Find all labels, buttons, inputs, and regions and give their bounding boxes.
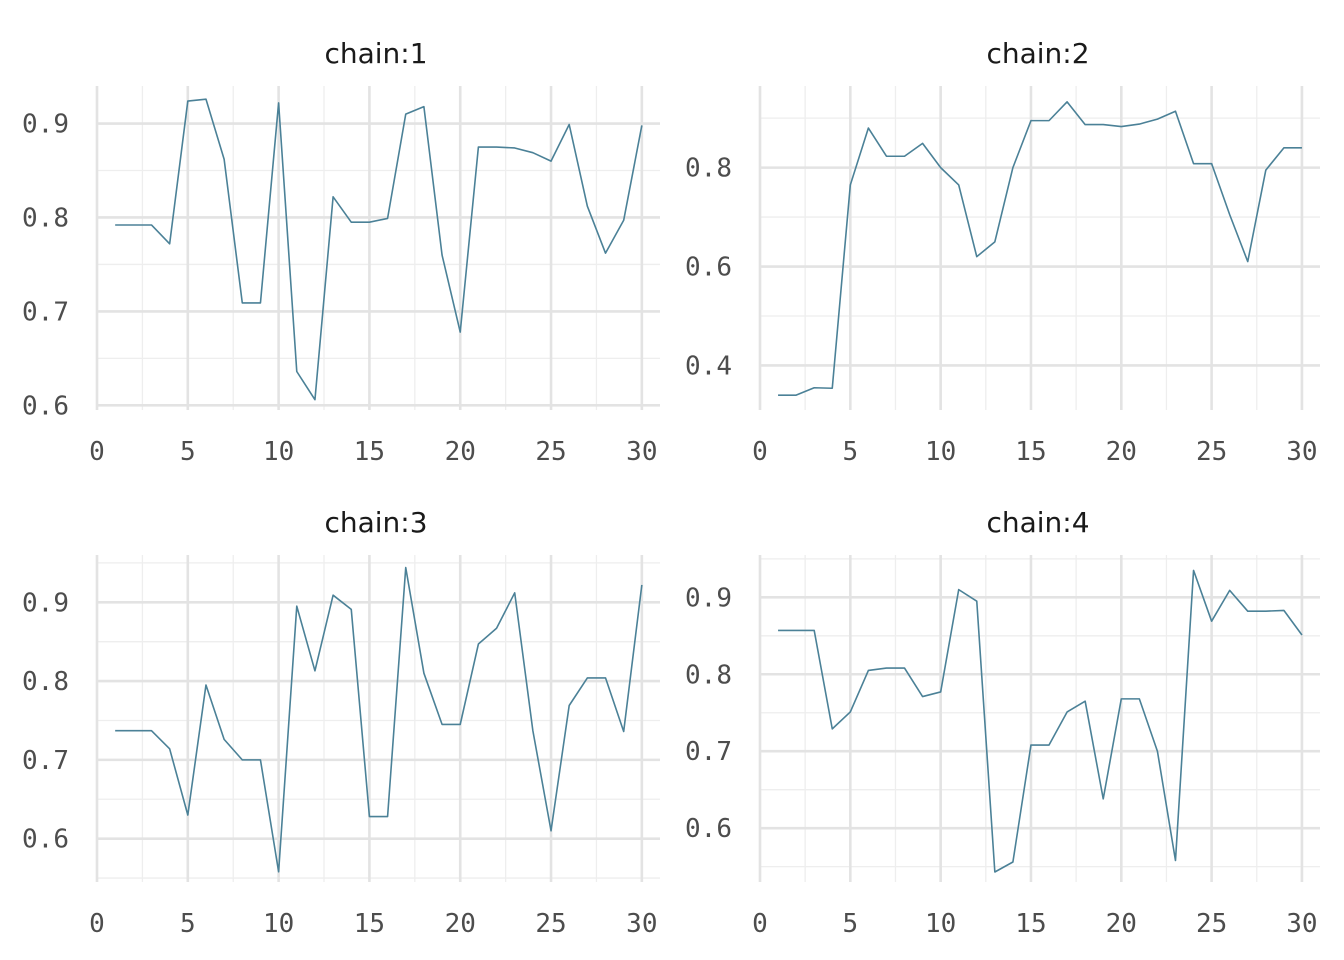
series-line xyxy=(778,569,1303,873)
panel-title: chain:1 xyxy=(324,37,427,70)
panel-title: chain:4 xyxy=(986,506,1089,539)
series-line xyxy=(115,98,643,401)
x-tick-label: 0 xyxy=(752,909,768,939)
x-tick-label: 10 xyxy=(263,909,294,939)
x-tick-label: 0 xyxy=(89,437,105,467)
x-tick-label: 25 xyxy=(1196,437,1227,467)
x-tick-label: 5 xyxy=(842,909,858,939)
x-tick-label: 0 xyxy=(89,909,105,939)
x-tick-label: 20 xyxy=(1106,437,1137,467)
y-tick-label: 0.8 xyxy=(22,667,69,697)
x-tick-label: 10 xyxy=(925,909,956,939)
x-tick-label: 20 xyxy=(1106,909,1137,939)
y-tick-label: 0.9 xyxy=(22,110,69,140)
x-tick-label: 10 xyxy=(263,437,294,467)
y-tick-label: 0.7 xyxy=(22,746,69,776)
x-tick-label: 10 xyxy=(925,437,956,467)
facet-panel-1: 0 5 10 15 20 25 30 0.6 0.7 0.8 0.9 chain:1 xyxy=(22,37,660,467)
x-tick-label: 30 xyxy=(1286,437,1317,467)
y-tick-label: 0.6 xyxy=(685,814,732,844)
x-tick-label: 15 xyxy=(354,909,385,939)
facet-panel-4: 0 5 10 15 20 25 30 0.6 0.7 0.8 0.9 chain:4 xyxy=(685,506,1320,939)
x-tick-label: 30 xyxy=(1286,909,1317,939)
panel-title: chain:3 xyxy=(324,506,427,539)
facet-panel-2: 0 5 10 15 20 25 30 0.4 0.6 0.8 chain:2 xyxy=(685,37,1320,467)
x-tick-label: 25 xyxy=(535,437,566,467)
y-tick-label: 0.4 xyxy=(685,351,732,381)
x-tick-label: 5 xyxy=(180,437,196,467)
x-tick-label: 5 xyxy=(842,437,858,467)
y-tick-label: 0.8 xyxy=(685,660,732,690)
x-tick-label: 30 xyxy=(626,909,657,939)
x-tick-label: 25 xyxy=(1196,909,1227,939)
y-tick-label: 0.8 xyxy=(685,154,732,184)
x-tick-label: 20 xyxy=(445,437,476,467)
x-tick-label: 5 xyxy=(180,909,196,939)
y-tick-label: 0.6 xyxy=(685,253,732,283)
x-tick-label: 15 xyxy=(1015,909,1046,939)
facet-panel-3: 0 5 10 15 20 25 30 0.6 0.7 0.8 0.9 chain:3 xyxy=(22,506,660,939)
x-tick-label: 15 xyxy=(354,437,385,467)
y-tick-label: 0.9 xyxy=(685,583,732,613)
series-line xyxy=(115,566,643,873)
panel-title: chain:2 xyxy=(986,37,1089,70)
series-line xyxy=(778,101,1302,396)
y-tick-label: 0.9 xyxy=(22,588,69,618)
x-tick-label: 20 xyxy=(445,909,476,939)
x-tick-label: 25 xyxy=(535,909,566,939)
x-tick-label: 30 xyxy=(626,437,657,467)
x-tick-label: 0 xyxy=(752,437,768,467)
y-tick-label: 0.7 xyxy=(685,737,732,767)
y-tick-label: 0.7 xyxy=(22,297,69,327)
y-tick-label: 0.6 xyxy=(22,391,69,421)
x-tick-label: 15 xyxy=(1015,437,1046,467)
y-tick-label: 0.6 xyxy=(22,825,69,855)
y-tick-label: 0.8 xyxy=(22,203,69,233)
